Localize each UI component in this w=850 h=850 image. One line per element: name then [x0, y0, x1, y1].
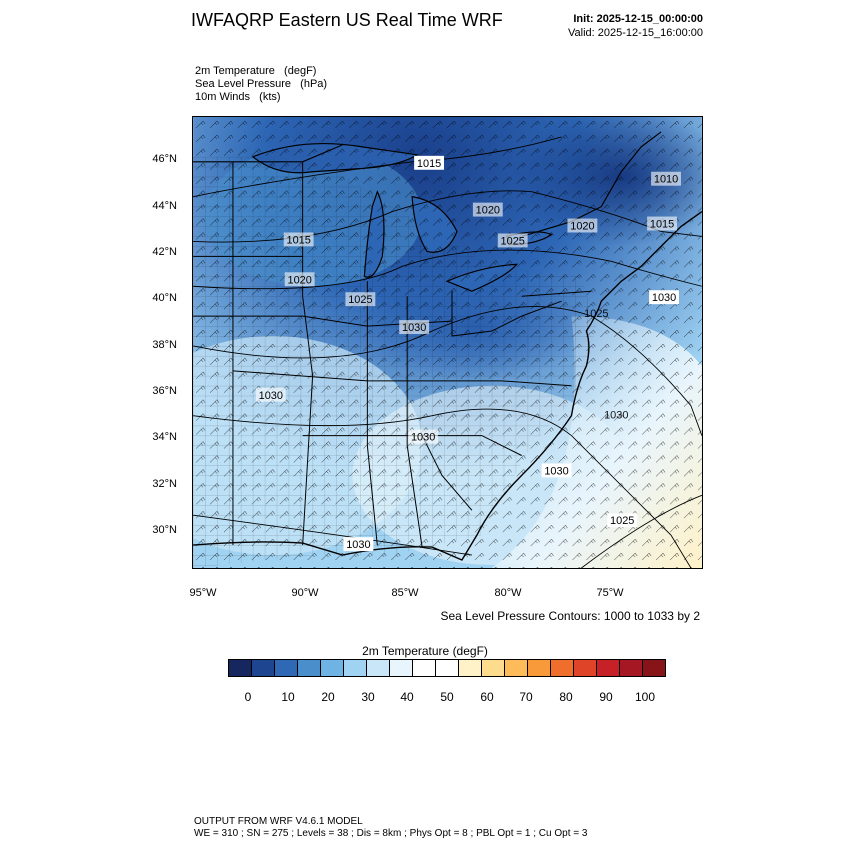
- svg-text:1015: 1015: [417, 158, 441, 170]
- svg-text:1030: 1030: [346, 539, 370, 551]
- pressure-label: 1020: [472, 202, 503, 217]
- svg-text:1025: 1025: [610, 515, 634, 527]
- colorbar-segment: [229, 660, 252, 676]
- colorbar-label: 0: [244, 690, 252, 704]
- pressure-label: 1030: [408, 429, 439, 444]
- colorbar-label: 50: [440, 690, 454, 704]
- colorbar-label: 100: [634, 690, 656, 704]
- lat-label: 42°N: [152, 246, 177, 258]
- svg-text:1025: 1025: [348, 294, 372, 306]
- colorbar-label: 20: [321, 690, 335, 704]
- lon-label: 95°W: [189, 587, 217, 599]
- lat-label: 38°N: [152, 339, 177, 351]
- colorbar: [228, 659, 666, 677]
- colorbar-label: 70: [519, 690, 533, 704]
- colorbar-segment: [390, 660, 413, 676]
- svg-text:1020: 1020: [476, 205, 500, 217]
- colorbar-segment: [597, 660, 620, 676]
- colorbar-label: 30: [361, 690, 375, 704]
- footer-settings: WE = 310 ; SN = 275 ; Levels = 38 ; Dis …: [194, 828, 588, 839]
- colorbar-label: 60: [480, 690, 494, 704]
- colorbar-segment: [321, 660, 344, 676]
- svg-text:1030: 1030: [544, 465, 568, 477]
- pressure-label: 1030: [541, 463, 572, 477]
- svg-text:1030: 1030: [652, 292, 676, 304]
- pressure-label: 1015: [414, 155, 445, 170]
- colorbar-segment: [436, 660, 459, 676]
- colorbar-segment: [620, 660, 643, 676]
- pressure-label: 1010: [651, 171, 681, 186]
- pressure-label: 1020: [567, 218, 598, 233]
- lat-label: 32°N: [152, 478, 177, 490]
- field-label-pressure: Sea Level Pressure (hPa): [195, 78, 328, 90]
- pressure-label: 1030: [649, 290, 679, 304]
- colorbar-segment: [413, 660, 436, 676]
- pressure-label: 1030: [343, 537, 374, 551]
- init-time: Init: 2025-12-15_00:00:00: [573, 13, 703, 25]
- svg-text:1025: 1025: [501, 235, 525, 247]
- pressure-label: 1030: [255, 387, 286, 402]
- lat-label: 44°N: [152, 200, 177, 212]
- pressure-label: 1025: [497, 233, 528, 247]
- lon-label: 85°W: [391, 587, 419, 599]
- pressure-label: 1020: [284, 272, 315, 286]
- colorbar-segment: [275, 660, 298, 676]
- lon-label: 90°W: [291, 587, 319, 599]
- svg-text:1015: 1015: [286, 234, 310, 246]
- lon-label: 75°W: [596, 587, 624, 599]
- lat-label: 30°N: [152, 524, 177, 536]
- colorbar-segment: [643, 660, 665, 676]
- field-label-temperature: 2m Temperature (degF): [195, 65, 317, 77]
- pressure-label: 1025: [584, 308, 608, 320]
- pressure-label: 1015: [647, 216, 677, 231]
- colorbar-segment: [344, 660, 367, 676]
- svg-text:1010: 1010: [654, 174, 678, 186]
- pressure-label: 1015: [283, 232, 314, 246]
- colorbar-segment: [367, 660, 390, 676]
- svg-text:1015: 1015: [650, 219, 674, 231]
- svg-text:1020: 1020: [570, 221, 594, 233]
- lat-label: 34°N: [152, 431, 177, 443]
- lat-label: 46°N: [152, 153, 177, 165]
- lat-label: 40°N: [152, 292, 177, 304]
- colorbar-segment: [528, 660, 551, 676]
- colorbar-title: 2m Temperature (degF): [362, 644, 488, 658]
- svg-text:1030: 1030: [411, 432, 435, 444]
- colorbar-segment: [298, 660, 321, 676]
- colorbar-label: 10: [281, 690, 295, 704]
- pressure-label: 1030: [399, 320, 430, 334]
- map-title: IWFAQRP Eastern US Real Time WRF: [191, 10, 503, 30]
- colorbar-segment: [482, 660, 505, 676]
- colorbar-segment: [459, 660, 482, 676]
- footer-model: OUTPUT FROM WRF V4.6.1 MODEL: [194, 816, 363, 827]
- colorbar-label: 40: [400, 690, 414, 704]
- valid-time: Valid: 2025-12-15_16:00:00: [568, 27, 703, 39]
- weather-map: 1015 1010 1020 1020 1015 1015 1025 1020 …: [192, 116, 703, 569]
- lon-label: 80°W: [494, 587, 522, 599]
- lat-label: 36°N: [152, 385, 177, 397]
- svg-text:1020: 1020: [287, 274, 311, 286]
- colorbar-segment: [551, 660, 574, 676]
- svg-text:1030: 1030: [402, 322, 426, 334]
- svg-text:1030: 1030: [604, 410, 628, 422]
- colorbar-segment: [252, 660, 275, 676]
- pressure-label: 1025: [345, 292, 376, 306]
- colorbar-label: 80: [559, 690, 573, 704]
- pressure-label: 1025: [607, 513, 638, 527]
- field-label-winds: 10m Winds (kts): [195, 91, 281, 103]
- colorbar-label: 90: [599, 690, 613, 704]
- svg-text:1030: 1030: [259, 390, 283, 402]
- contour-note: Sea Level Pressure Contours: 1000 to 103…: [440, 609, 701, 623]
- colorbar-segment: [574, 660, 597, 676]
- svg-text:1025: 1025: [584, 308, 608, 320]
- colorbar-segment: [505, 660, 528, 676]
- pressure-label: 1030: [604, 410, 628, 422]
